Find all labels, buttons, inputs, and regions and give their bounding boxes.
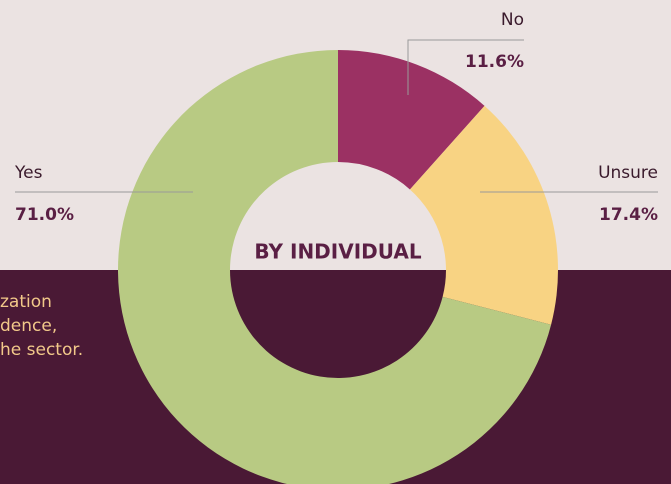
category-label: Yes [14,163,43,183]
slice [409,105,558,325]
category-label: Unsure [598,163,658,183]
leader-line [407,39,524,95]
side-text: dence, [0,316,57,336]
slice [338,50,485,190]
value-label: 11.6% [465,52,524,72]
slice [118,50,552,484]
value-label: 71.0% [15,205,74,225]
value-label: 17.4% [599,205,658,225]
side-text: he sector. [0,340,83,360]
chart-title: BY INDIVIDUAL [254,240,421,264]
donut [118,50,558,484]
side-text: zation [0,292,52,312]
category-label: No [501,10,524,30]
labels: No 11.6% Unsure 17.4% Yes 71.0% [14,10,658,225]
